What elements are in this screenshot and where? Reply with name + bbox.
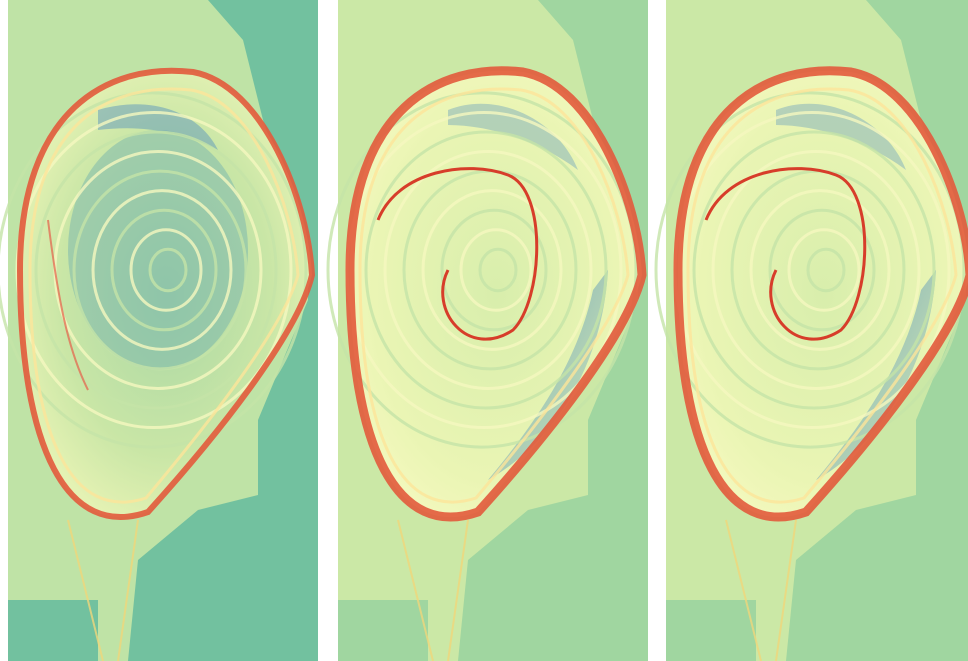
panel (656, 0, 968, 661)
visualization (0, 0, 968, 661)
page: (() => { const svg = document.getElement… (0, 0, 968, 661)
panel (328, 0, 648, 661)
panel (0, 0, 318, 661)
